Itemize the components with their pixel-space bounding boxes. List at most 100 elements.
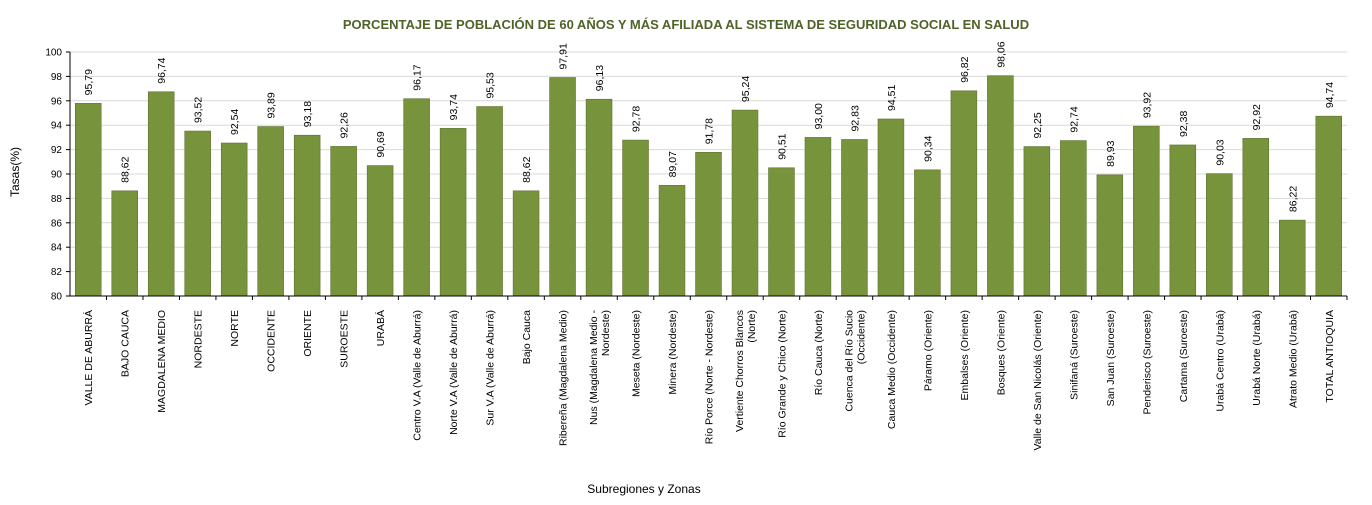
data-label: 88,62 [521, 156, 533, 182]
y-tick-label: 98 [51, 72, 63, 83]
category-label: Bosques (Oriente) [995, 310, 1007, 395]
bar [585, 98, 613, 297]
bar [1096, 174, 1124, 297]
data-label: 94,74 [1324, 82, 1336, 108]
y-tick-label: 92 [51, 145, 63, 156]
category-label: Páramo (Oriente) [922, 310, 934, 391]
data-label: 92,26 [339, 112, 351, 138]
chart-title: PORCENTAJE DE POBLACIÓN DE 60 AÑOS Y MÁS… [343, 17, 1029, 32]
category-label: Norte V.A (Valle de Aburrá) [448, 310, 460, 435]
data-label: 93,18 [302, 101, 314, 127]
category-label: URABÁ [374, 310, 387, 346]
data-label: 92,83 [849, 105, 861, 131]
bars [74, 75, 1343, 297]
bar [914, 169, 941, 297]
category-label: Urabá Centro (Urabá) [1214, 310, 1226, 412]
bar [1133, 125, 1160, 297]
y-tick-label: 80 [51, 292, 63, 303]
category-label: VALLE DE ABURRÁ [82, 310, 95, 406]
bar [1023, 146, 1051, 297]
data-label: 95,24 [740, 76, 752, 102]
data-label: 91,78 [704, 118, 716, 144]
data-label: 98,06 [995, 41, 1007, 67]
category-label: (Occidente) [855, 310, 867, 364]
category-label: Urabá Norte (Urabá) [1251, 310, 1263, 406]
data-label: 88,62 [120, 156, 132, 182]
category-label: Nordeste) [600, 310, 612, 356]
y-tick-label: 86 [51, 218, 63, 229]
data-label: 90,03 [1214, 139, 1226, 165]
data-label: 96,74 [156, 57, 168, 83]
data-label: 92,38 [1178, 111, 1190, 137]
bar [768, 167, 795, 297]
data-label: 94,51 [886, 85, 898, 111]
category-label: Nus (Magdalena Medio - [588, 310, 600, 425]
data-label: 90,34 [922, 135, 934, 161]
bar [841, 139, 868, 297]
bar [1315, 115, 1343, 297]
data-label: 86,22 [1287, 186, 1299, 212]
data-label: 96,17 [412, 64, 424, 90]
y-axis-title: Tasas(%) [8, 147, 22, 197]
bar [658, 185, 686, 297]
category-label: ORIENTE [302, 310, 314, 357]
x-axis-category-labels: VALLE DE ABURRÁ BAJO CAUCA MAGDALENA MEDIO… [82, 310, 1336, 451]
category-label: Valle de San Nicolás (Oriente) [1032, 310, 1044, 450]
category-label: Bajo Cauca [521, 310, 533, 364]
category-label: Centro V.A (Valle de Aburrá) [412, 310, 424, 441]
data-label: 90,51 [776, 133, 788, 159]
bar [439, 128, 467, 297]
data-label: 93,89 [266, 92, 278, 118]
data-label: 97,91 [558, 43, 570, 69]
data-label: 93,92 [1141, 92, 1153, 118]
category-label: Vertiente Chorros Blancos [734, 310, 746, 432]
bar [293, 134, 321, 297]
bar [147, 91, 175, 297]
category-label: Río Porce (Norte - Nordeste) [704, 310, 716, 444]
category-label: Río Grande y Chico (Norte) [776, 310, 788, 438]
bar [111, 190, 138, 297]
category-label: Cartama (Suroeste) [1178, 310, 1190, 402]
category-label: Atrato Medio (Urabá) [1287, 310, 1299, 408]
data-label: 89,07 [667, 151, 679, 177]
bar [695, 151, 722, 297]
bar [330, 146, 357, 297]
data-label: 95,79 [83, 69, 95, 95]
bar [877, 118, 905, 297]
category-label: OCCIDENTE [266, 310, 278, 372]
data-label: 93,74 [448, 94, 460, 120]
y-tick-label: 88 [51, 194, 63, 205]
bar [1169, 144, 1197, 297]
bar [1206, 173, 1233, 297]
category-label: San Juan (Suroeste) [1105, 310, 1117, 406]
data-label: 93,00 [813, 103, 825, 129]
bar [731, 109, 759, 297]
y-tick-label: 82 [51, 267, 63, 278]
bar [622, 139, 649, 297]
y-tick-label: 100 [45, 48, 62, 59]
category-label: Río Cauca (Norte) [813, 310, 825, 395]
data-label: 96,13 [594, 65, 606, 91]
category-label: Penderisco (Suroeste) [1141, 310, 1153, 414]
data-label: 92,92 [1251, 104, 1263, 130]
x-axis-title: Subregiones y Zonas [587, 482, 700, 496]
category-label: (Norte) [746, 310, 758, 343]
bar [549, 77, 576, 297]
data-label: 89,93 [1105, 140, 1117, 166]
category-label: NORDESTE [193, 310, 205, 368]
bar [220, 142, 248, 297]
bar [476, 106, 503, 297]
data-label: 93,52 [193, 97, 205, 123]
bar [1060, 140, 1087, 297]
category-label: Ribereña (Magdalena Medio) [558, 310, 570, 446]
bar [184, 130, 211, 297]
category-label: SUROESTE [339, 310, 351, 368]
category-label: Embalses (Oriente) [959, 310, 971, 400]
bar [804, 137, 832, 297]
category-label: MAGDALENA MEDIO [156, 310, 168, 413]
category-label: Sur V.A (Valle de Aburrá) [485, 310, 497, 426]
category-label: BAJO CAUCA [120, 310, 132, 377]
bar [987, 75, 1014, 297]
y-tick-label: 94 [51, 121, 63, 132]
